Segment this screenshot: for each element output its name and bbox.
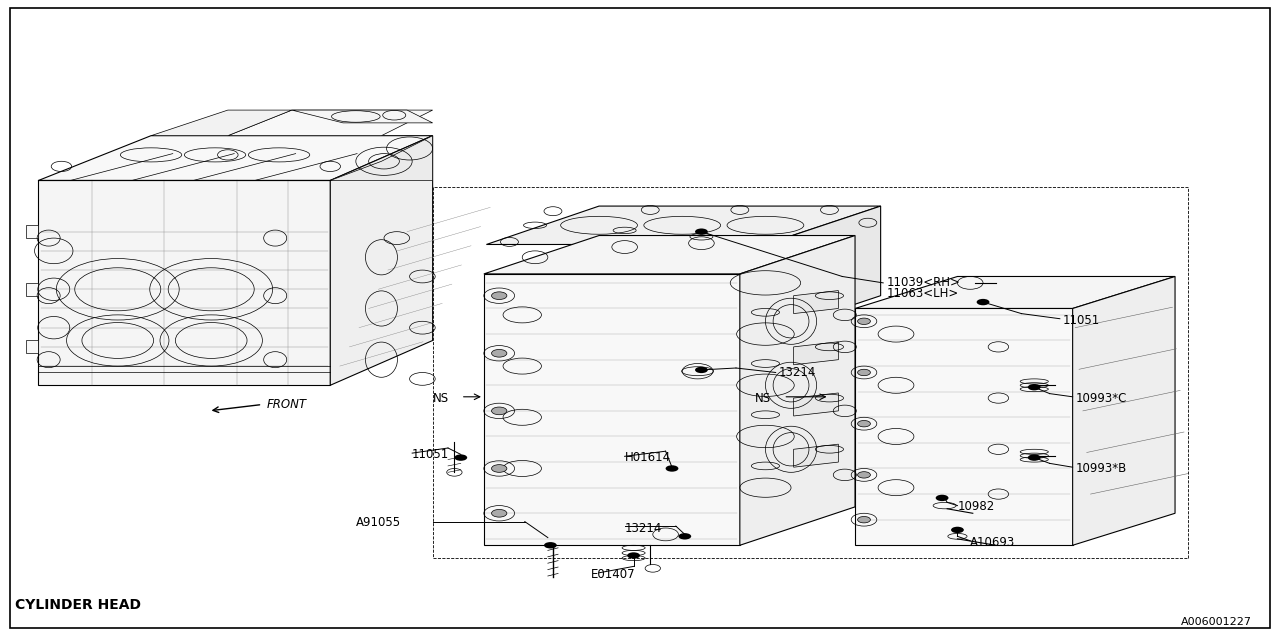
Circle shape	[936, 495, 948, 501]
Circle shape	[492, 509, 507, 517]
Text: NS: NS	[433, 392, 449, 404]
Text: 11039<RH>: 11039<RH>	[887, 276, 961, 289]
Polygon shape	[26, 340, 38, 353]
Text: FRONT: FRONT	[266, 398, 306, 411]
Text: 10993*C: 10993*C	[1075, 392, 1126, 404]
Polygon shape	[292, 110, 433, 123]
Polygon shape	[330, 136, 433, 180]
Text: 13214: 13214	[625, 522, 662, 534]
Circle shape	[858, 369, 870, 376]
Polygon shape	[794, 291, 838, 314]
Circle shape	[666, 465, 678, 472]
Circle shape	[492, 349, 507, 357]
Circle shape	[678, 533, 691, 540]
Circle shape	[695, 367, 708, 373]
Polygon shape	[484, 274, 740, 545]
Text: NS: NS	[755, 392, 772, 404]
Polygon shape	[486, 206, 881, 244]
Polygon shape	[330, 136, 433, 385]
Text: A91055: A91055	[356, 516, 401, 529]
Polygon shape	[1073, 276, 1175, 545]
Polygon shape	[26, 283, 38, 296]
Circle shape	[492, 465, 507, 472]
Polygon shape	[794, 444, 838, 467]
Text: 11063<LH>: 11063<LH>	[887, 287, 959, 300]
Polygon shape	[228, 110, 433, 136]
Circle shape	[627, 552, 640, 559]
Polygon shape	[794, 393, 838, 416]
Circle shape	[695, 228, 708, 235]
Circle shape	[492, 407, 507, 415]
Polygon shape	[484, 236, 855, 274]
Text: H01614: H01614	[625, 451, 671, 464]
Text: A10693: A10693	[970, 536, 1015, 549]
Polygon shape	[38, 136, 433, 180]
Polygon shape	[26, 225, 38, 238]
Polygon shape	[740, 236, 855, 545]
Circle shape	[1028, 384, 1041, 390]
Circle shape	[544, 542, 557, 548]
Text: E01407: E01407	[591, 568, 636, 581]
Polygon shape	[765, 206, 881, 334]
Circle shape	[977, 299, 989, 305]
Circle shape	[858, 516, 870, 523]
Text: CYLINDER HEAD: CYLINDER HEAD	[15, 598, 141, 612]
Circle shape	[858, 420, 870, 427]
Circle shape	[1028, 454, 1041, 461]
Circle shape	[858, 472, 870, 478]
Polygon shape	[38, 180, 330, 385]
Polygon shape	[855, 308, 1073, 545]
Circle shape	[492, 292, 507, 300]
Polygon shape	[151, 110, 292, 136]
Text: 13214: 13214	[778, 366, 815, 379]
Circle shape	[951, 527, 964, 533]
Circle shape	[454, 454, 467, 461]
Polygon shape	[855, 276, 1175, 308]
Text: 11051: 11051	[412, 448, 449, 461]
Text: A006001227: A006001227	[1181, 617, 1252, 627]
Text: 11051: 11051	[1062, 314, 1100, 326]
Text: 10993*B: 10993*B	[1075, 462, 1126, 475]
Text: 10982: 10982	[957, 500, 995, 513]
Circle shape	[858, 318, 870, 324]
Polygon shape	[794, 342, 838, 365]
